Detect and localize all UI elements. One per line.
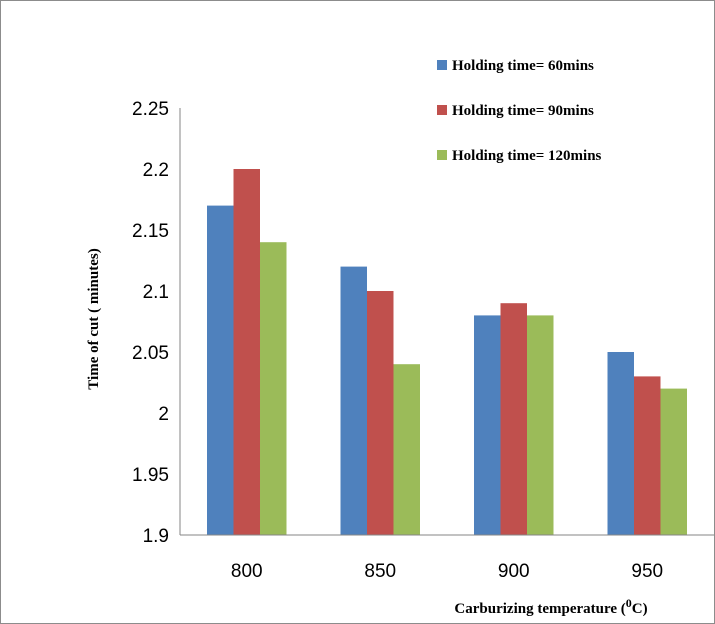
y-tick-label: 2.05: [132, 343, 169, 364]
bar-950-series-3: [660, 388, 687, 535]
y-tick-label: 2.15: [132, 221, 169, 242]
legend-label: Holding time= 60mins: [452, 58, 594, 74]
x-tick-label: 800: [231, 561, 263, 582]
y-tick-label: 2.2: [143, 160, 169, 181]
y-tick-label: 2: [158, 404, 169, 425]
legend-swatch: [437, 150, 447, 160]
bar-800-series-3: [260, 242, 287, 535]
bar-900-series-3: [527, 315, 554, 535]
y-tick-label: 2.1: [143, 282, 169, 303]
x-axis-title-superscript: 0: [626, 596, 632, 610]
x-axis-title: Carburizing temperature (0C): [454, 596, 647, 617]
bar-800-series-1: [207, 205, 234, 535]
x-tick-label: 850: [364, 561, 396, 582]
bar-800-series-2: [233, 169, 260, 535]
y-axis-title: Time of cut ( minutes): [86, 248, 102, 389]
legend-label: Holding time= 120mins: [452, 148, 602, 164]
x-axis-title-text: Carburizing temperature (: [454, 601, 625, 617]
bar-950-series-1: [607, 352, 634, 535]
y-tick-label: 1.9: [143, 526, 169, 547]
bar-850-series-2: [367, 291, 394, 535]
x-tick-label: 900: [498, 561, 530, 582]
x-axis-title-unit: C): [632, 601, 648, 617]
y-tick-label: 1.95: [132, 465, 169, 486]
bar-950-series-2: [634, 376, 661, 535]
legend-swatch: [437, 60, 447, 70]
bar-900-series-2: [500, 303, 527, 535]
legend-label: Holding time= 90mins: [452, 103, 594, 119]
y-tick-label: 2.25: [132, 99, 169, 120]
legend: Holding time= 60mins Holding time= 90mins…: [437, 58, 602, 164]
bar-900-series-1: [474, 315, 501, 535]
legend-swatch: [437, 105, 447, 115]
bar-850-series-1: [340, 266, 367, 535]
x-tick-label: 950: [631, 561, 663, 582]
bar-850-series-3: [393, 364, 420, 535]
